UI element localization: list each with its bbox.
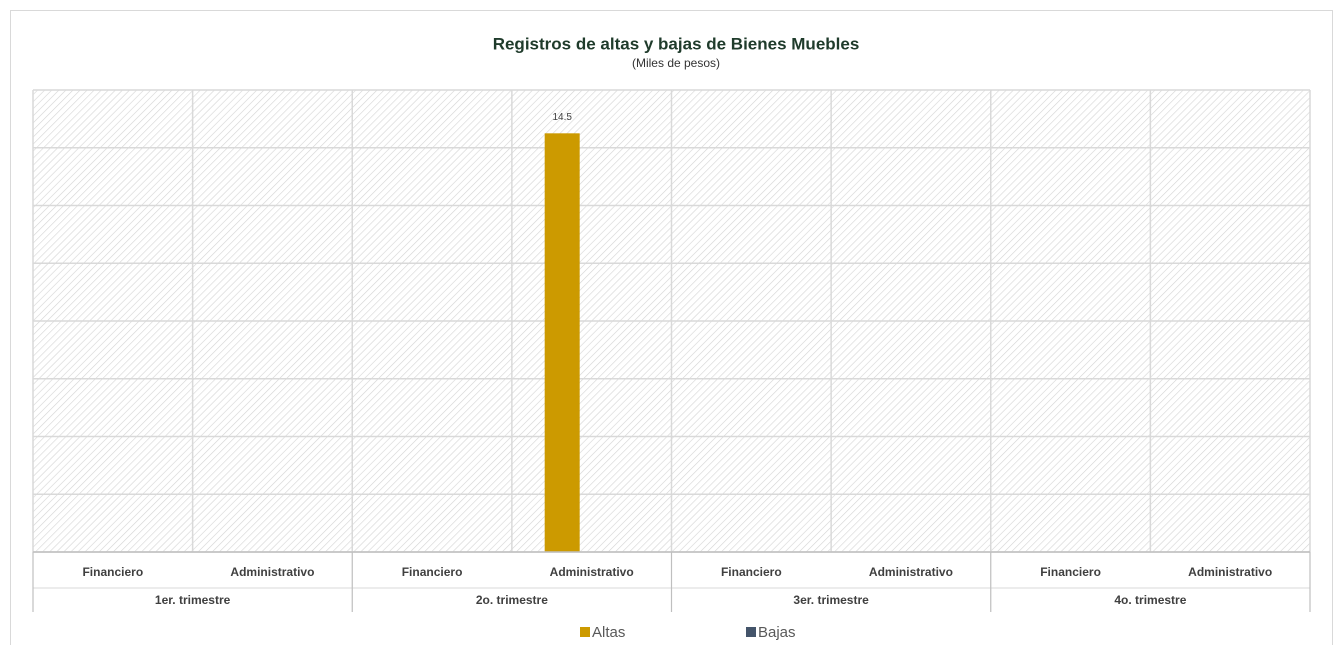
x-tick-label: Financiero [721, 565, 782, 579]
chart-title: Registros de altas y bajas de Bienes Mue… [493, 34, 860, 53]
group-label: 1er. trimestre [155, 593, 231, 607]
legend-label: Bajas [758, 624, 796, 641]
x-tick-label: Financiero [402, 565, 463, 579]
data-label: 14.5 [552, 112, 572, 123]
x-tick-label: Administrativo [1188, 565, 1272, 579]
legend-swatch [580, 627, 590, 637]
group-label: 3er. trimestre [793, 593, 869, 607]
group-label: 2o. trimestre [476, 593, 548, 607]
chart-subtitle: (Miles de pesos) [632, 56, 720, 70]
group-label: 4o. trimestre [1114, 593, 1186, 607]
bar [544, 133, 580, 552]
x-tick-label: Administrativo [230, 565, 314, 579]
legend-label: Altas [592, 624, 625, 641]
legend-swatch [746, 627, 756, 637]
x-tick-label: Administrativo [869, 565, 953, 579]
x-tick-label: Administrativo [550, 565, 634, 579]
x-tick-label: Financiero [82, 565, 143, 579]
x-tick-label: Financiero [1040, 565, 1101, 579]
